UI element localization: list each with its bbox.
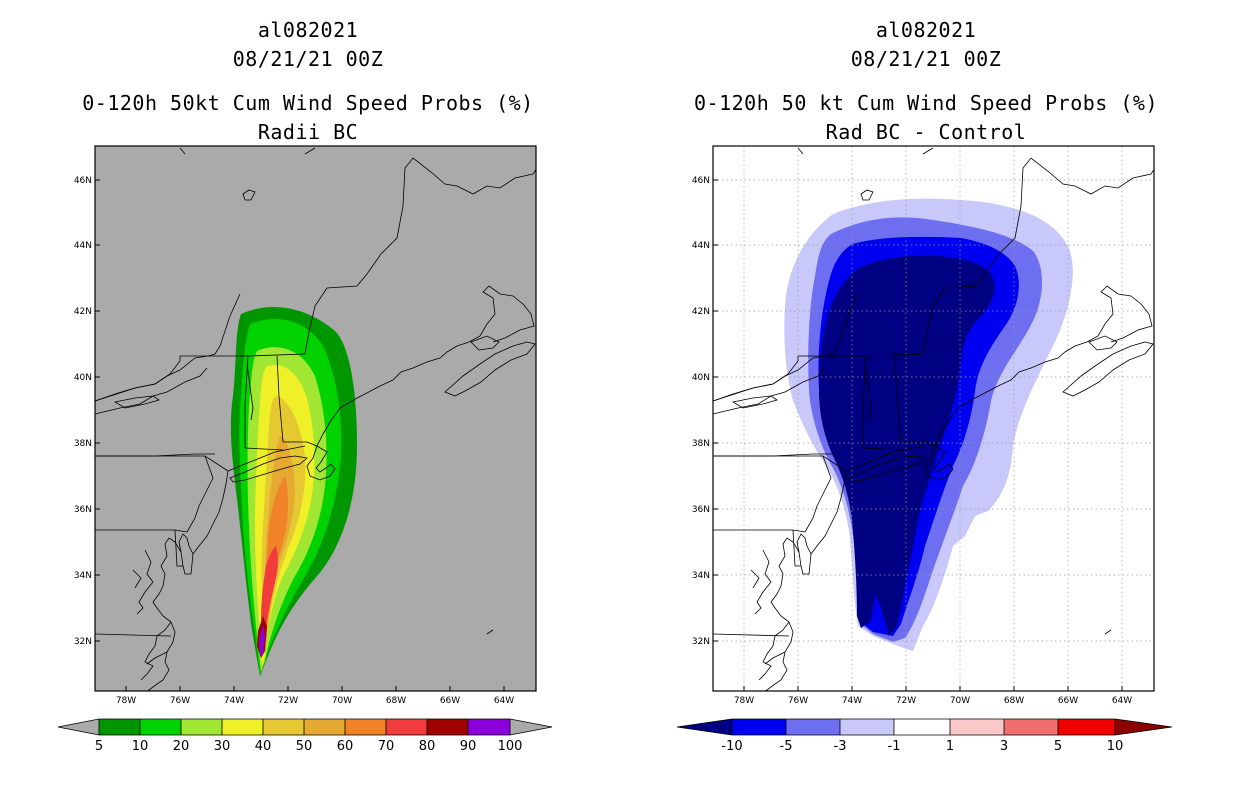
left-title: 0-120h 50kt Cum Wind Speed Probs (%) <box>82 91 534 115</box>
left-colorbar-label: 100 <box>498 739 523 754</box>
left-lon-label: 66W <box>440 696 460 706</box>
left-colorbar-label: 40 <box>255 739 272 754</box>
right-colorbar-label: -10 <box>721 739 742 754</box>
left-lon-label: 70W <box>332 696 352 706</box>
right-datetime: 08/21/21 00Z <box>850 47 1002 71</box>
right-colorbar-label: -5 <box>780 739 793 754</box>
left-prob-contours <box>230 307 357 676</box>
right-diff-contours <box>784 198 1073 651</box>
right-lat-label: 38N <box>692 439 710 449</box>
left-lat-label: 34N <box>74 571 92 581</box>
left-map: 46N 44N 42N 40N 38N 36N 34N 32N 78W 76W … <box>74 145 537 706</box>
right-lon-label: 72W <box>896 696 916 706</box>
left-lon-label: 72W <box>278 696 298 706</box>
left-lat-label: 44N <box>74 241 92 251</box>
right-lon-label: 78W <box>734 696 754 706</box>
right-colorbar-label: -1 <box>888 739 901 754</box>
left-lat-label: 42N <box>74 307 92 317</box>
right-colorbar-label: 1 <box>946 739 954 754</box>
left-colorbar-label: 60 <box>337 739 354 754</box>
left-subtitle: Radii BC <box>257 120 359 144</box>
left-lon-label: 74W <box>224 696 244 706</box>
right-lat-label: 32N <box>692 637 710 647</box>
left-colorbar-label: 70 <box>378 739 395 754</box>
left-lat-label: 38N <box>74 439 92 449</box>
left-lat-label: 40N <box>74 373 92 383</box>
right-lat-label: 42N <box>692 307 710 317</box>
right-storm-id: al082021 <box>875 18 977 42</box>
left-colorbar-label: 50 <box>296 739 313 754</box>
right-lon-label: 68W <box>1004 696 1024 706</box>
right-colorbar: -10 -5 -3 -1 1 3 5 10 <box>676 718 1173 754</box>
left-lon-label: 68W <box>386 696 406 706</box>
right-lon-label: 64W <box>1112 696 1132 706</box>
left-colorbar-label: 30 <box>214 739 231 754</box>
contour-90 <box>259 624 265 656</box>
right-colorbar-label: 10 <box>1107 739 1124 754</box>
contour-minus10 <box>819 255 995 636</box>
right-lat-label: 40N <box>692 373 710 383</box>
right-lon-label: 70W <box>950 696 970 706</box>
left-colorbar-label: 5 <box>95 739 103 754</box>
left-datetime: 08/21/21 00Z <box>232 47 384 71</box>
right-subtitle: Rad BC - Control <box>825 120 1027 144</box>
left-lat-label: 36N <box>74 505 92 515</box>
left-colorbar-label: 90 <box>460 739 477 754</box>
right-lon-label: 76W <box>788 696 808 706</box>
left-colorbar: 5 10 20 30 40 50 60 70 80 90 100 <box>57 718 553 754</box>
left-lon-label: 78W <box>116 696 136 706</box>
right-lon-label: 66W <box>1058 696 1078 706</box>
right-lat-label: 36N <box>692 505 710 515</box>
right-lon-label: 74W <box>842 696 862 706</box>
left-lon-label: 64W <box>494 696 514 706</box>
right-lat-label: 44N <box>692 241 710 251</box>
left-colorbar-label: 10 <box>132 739 149 754</box>
left-lat-label: 46N <box>74 176 92 186</box>
right-colorbar-label: 3 <box>1000 739 1008 754</box>
right-colorbar-label: -3 <box>834 739 847 754</box>
left-lat-label: 32N <box>74 637 92 647</box>
right-lat-label: 34N <box>692 571 710 581</box>
left-storm-id: al082021 <box>257 18 359 42</box>
contour-70 <box>261 546 278 646</box>
left-colorbar-label: 20 <box>173 739 190 754</box>
left-colorbar-label: 80 <box>419 739 436 754</box>
right-lat-label: 46N <box>692 176 710 186</box>
right-map: 46N 44N 42N 40N 38N 36N 34N 32N 78W 76W … <box>692 145 1155 706</box>
right-gridlines <box>713 146 1154 691</box>
right-colorbar-label: 5 <box>1054 739 1062 754</box>
left-lon-label: 76W <box>170 696 190 706</box>
right-title: 0-120h 50 kt Cum Wind Speed Probs (%) <box>693 91 1159 115</box>
